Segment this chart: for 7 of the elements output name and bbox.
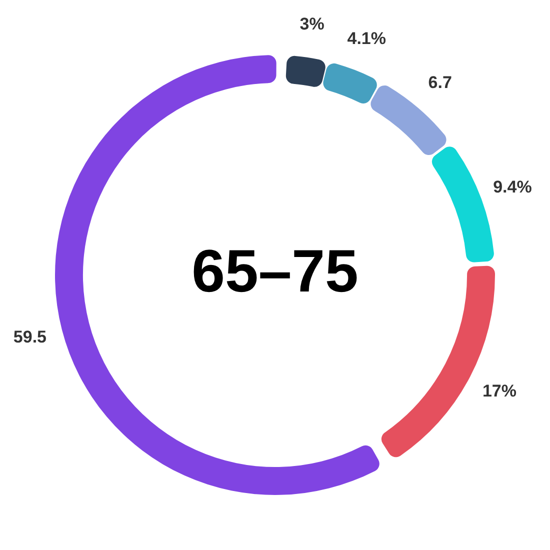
data-label: 4.1% [347,28,386,48]
data-label: 6.7 [428,72,452,92]
data-label: 3% [300,14,324,34]
data-label: 59.5 [13,328,47,347]
text: 65–75 [192,238,358,305]
data-label: 9.4% [493,177,532,196]
data-label: 17% [482,381,517,400]
